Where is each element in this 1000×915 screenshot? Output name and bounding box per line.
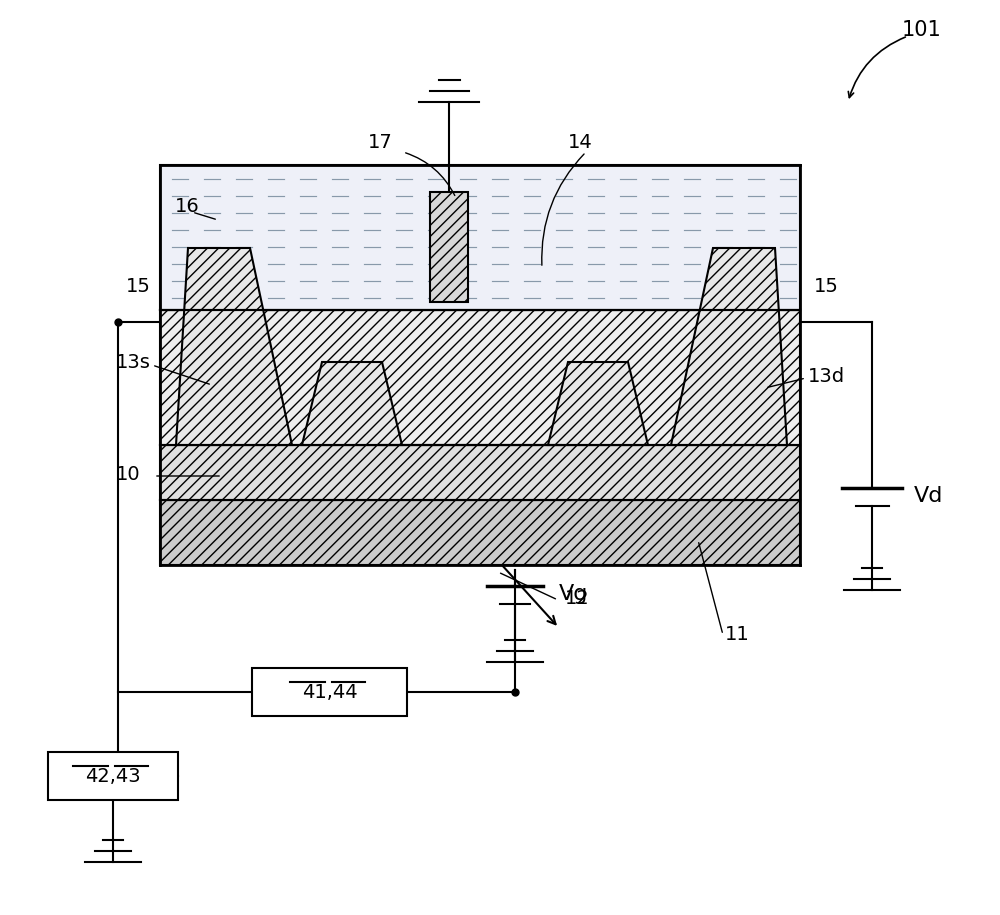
Bar (160, 500, 800, 565)
Bar (160, 165, 800, 310)
Bar (430, 192, 468, 302)
Text: 15: 15 (126, 277, 151, 296)
Text: 12: 12 (565, 588, 590, 608)
Polygon shape (176, 248, 292, 445)
Text: 13d: 13d (808, 367, 845, 385)
Text: Vg: Vg (559, 584, 588, 604)
Text: Vd: Vd (914, 486, 943, 506)
Bar (252, 668, 407, 716)
Text: 101: 101 (902, 20, 942, 40)
Text: 41,44: 41,44 (302, 683, 357, 702)
Bar (48, 752, 178, 800)
Text: 17: 17 (368, 134, 393, 153)
Polygon shape (302, 362, 402, 445)
Text: 16: 16 (175, 198, 200, 217)
Polygon shape (548, 362, 648, 445)
Text: 11: 11 (725, 626, 750, 644)
Text: 42,43: 42,43 (85, 767, 141, 785)
Bar (160, 310, 800, 445)
Text: 13s: 13s (116, 352, 151, 371)
Text: 14: 14 (568, 134, 593, 153)
Bar (160, 445, 800, 500)
Polygon shape (671, 248, 787, 445)
Text: 15: 15 (814, 277, 839, 296)
Text: 10: 10 (116, 465, 141, 483)
